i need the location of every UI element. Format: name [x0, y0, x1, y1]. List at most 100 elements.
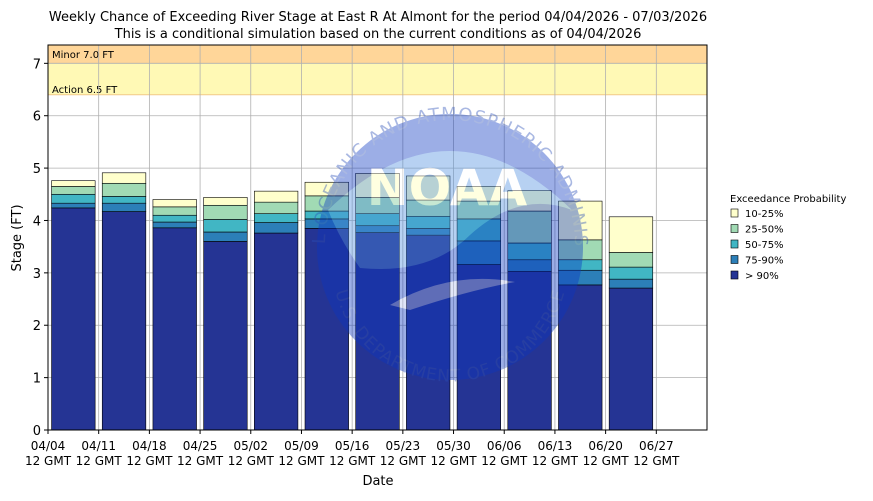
bar-segment-25-50 — [51, 186, 96, 195]
x-tick-sublabel: 12 GMT — [380, 454, 427, 468]
y-tick-label: 7 — [33, 57, 41, 72]
bar-segment-25-50 — [101, 182, 147, 197]
legend-swatch — [730, 208, 739, 218]
y-tick-label: 0 — [33, 424, 41, 439]
legend-swatch — [730, 270, 739, 280]
watermark-word: NOAA — [367, 159, 528, 217]
bar-segment-75-90 — [608, 278, 654, 289]
stacked-bar — [355, 173, 400, 431]
x-tick-label: 06/20 — [588, 439, 623, 453]
x-tick-sublabel: 12 GMT — [583, 454, 630, 468]
bar-segment-10-25 — [152, 199, 197, 208]
x-tick-label: 04/18 — [132, 439, 167, 453]
bar-segment-90 — [507, 270, 552, 431]
x-tick-label: 06/13 — [538, 439, 573, 453]
x-tick-sublabel: 12 GMT — [278, 454, 325, 468]
legend: Exceedance Probability 10-25% 25-50% 50-75… — [730, 194, 846, 282]
bar-segment-10-25 — [456, 186, 501, 202]
bar-segment-50-75 — [101, 196, 147, 204]
x-tick-label: 04/25 — [183, 439, 218, 453]
y-tick-label: 3 — [33, 267, 41, 282]
x-tick-label: 04/11 — [81, 439, 116, 453]
legend-swatch — [730, 239, 739, 249]
stacked-bar — [558, 200, 603, 431]
plot-frame — [47, 44, 708, 431]
stacked-bar — [101, 172, 147, 431]
stacked-bar — [152, 199, 197, 431]
x-tick-label: 05/02 — [233, 439, 268, 453]
stacked-bar — [304, 181, 349, 431]
y-tick-label: 4 — [33, 214, 41, 229]
bar-segment-90 — [304, 228, 349, 431]
stacked-bar — [254, 190, 299, 431]
x-tick-sublabel: 12 GMT — [228, 454, 275, 468]
bar-segment-10-25 — [304, 181, 349, 197]
legend-label: 75-90% — [745, 256, 784, 267]
bar-segment-10-25 — [254, 190, 299, 203]
bar-segment-25-50 — [608, 252, 654, 268]
bar-segment-10-25 — [507, 190, 552, 212]
x-tick-sublabel: 12 GMT — [177, 454, 224, 468]
threshold-band — [48, 45, 707, 64]
bar-segment-90 — [608, 287, 654, 431]
bar-segment-25-50 — [254, 201, 299, 214]
stacked-bar — [507, 190, 552, 431]
legend-label: 25-50% — [745, 225, 784, 236]
threshold-label: Minor 7.0 FT — [52, 50, 115, 61]
y-tick-label: 5 — [33, 162, 41, 177]
x-tick-sublabel: 12 GMT — [481, 454, 528, 468]
x-tick-label: 05/23 — [386, 439, 421, 453]
x-tick-label: 05/09 — [284, 439, 319, 453]
y-tick-label: 2 — [33, 319, 41, 334]
legend-label: > 90% — [745, 271, 779, 282]
bar-segment-75-90 — [254, 222, 299, 234]
legend-label: 10-25% — [745, 209, 784, 220]
chart-title: Weekly Chance of Exceeding River Stage a… — [49, 10, 707, 25]
x-tick-label: 04/04 — [31, 439, 66, 453]
bar-segment-90 — [254, 232, 299, 431]
bar-segment-10-25 — [558, 200, 603, 241]
y-axis-label: Stage (FT) — [10, 204, 25, 271]
bar-segment-25-50 — [203, 204, 248, 220]
bar-segment-50-75 — [51, 193, 96, 204]
bar-segment-75-90 — [101, 202, 147, 212]
bar-segment-50-75 — [152, 214, 197, 223]
threshold-label: Action 6.5 FT — [52, 85, 118, 96]
bar-segment-10-25 — [406, 175, 451, 201]
bar-segment-50-75 — [203, 219, 248, 233]
bar-segment-90 — [101, 211, 147, 431]
bar-segment-25-50 — [152, 206, 197, 216]
bar-segment-90 — [355, 232, 400, 431]
x-tick-sublabel: 12 GMT — [126, 454, 173, 468]
x-tick-sublabel: 12 GMT — [633, 454, 680, 468]
bar-segment-10-25 — [101, 172, 147, 184]
y-tick-label: 6 — [33, 110, 41, 125]
bar-segment-90 — [406, 234, 451, 431]
stacked-bar — [203, 197, 248, 431]
bar-segment-50-75 — [608, 266, 654, 280]
x-tick-sublabel: 12 GMT — [25, 454, 72, 468]
bar-segment-75-90 — [203, 231, 248, 242]
stacked-bar — [51, 180, 96, 431]
legend-swatch — [730, 255, 739, 264]
x-tick-sublabel: 12 GMT — [329, 454, 376, 468]
chart-subtitle: This is a conditional simulation based o… — [114, 27, 642, 42]
x-tick-label: 06/06 — [487, 439, 522, 453]
bar-segment-90 — [152, 227, 197, 431]
x-tick-label: 05/30 — [436, 439, 471, 453]
x-tick-sublabel: 12 GMT — [532, 454, 579, 468]
legend-title: Exceedance Probability — [730, 194, 846, 205]
threshold-band — [48, 63, 707, 95]
bar-segment-50-75 — [254, 213, 299, 223]
bar-segment-25-50 — [507, 210, 552, 244]
x-tick-sublabel: 12 GMT — [430, 454, 477, 468]
bar-segment-75-90 — [152, 221, 197, 229]
legend-swatch — [730, 224, 739, 233]
bar-segment-90 — [558, 284, 603, 431]
bar-segment-75-90 — [51, 202, 96, 209]
x-tick-label: 06/27 — [639, 439, 674, 453]
legend-label: 50-75% — [745, 240, 784, 251]
bar-segment-10-25 — [608, 216, 654, 253]
bar-segment-10-25 — [203, 197, 248, 206]
